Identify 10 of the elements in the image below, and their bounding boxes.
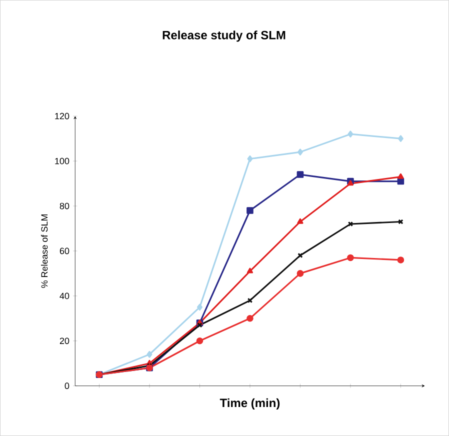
y-tick-label: 60	[60, 248, 70, 254]
x-axis-title: Time (min)	[220, 398, 280, 410]
chart-title: Release study of SLM	[162, 30, 286, 42]
y-tick-label: 0	[64, 382, 70, 390]
y-tick-label: 100	[55, 158, 70, 164]
y-tick-label: 40	[60, 292, 70, 300]
y-axis-title: % Release of SLM	[41, 214, 48, 288]
y-tick-label: 120	[55, 112, 70, 120]
y-tick-label: 80	[60, 202, 70, 210]
y-tick-label: 20	[60, 338, 70, 344]
